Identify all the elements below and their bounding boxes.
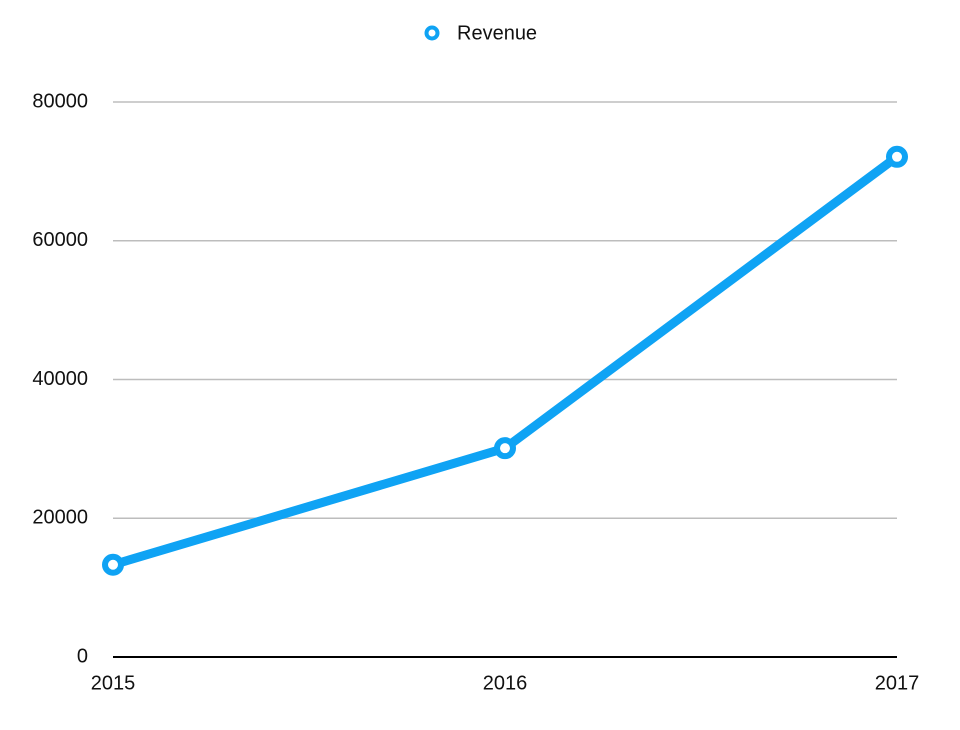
- x-tick-label: 2015: [91, 672, 136, 694]
- y-tick-label: 40000: [32, 368, 88, 390]
- line: [111, 153, 900, 570]
- point: [494, 437, 516, 460]
- legend-marker: [424, 25, 440, 41]
- legend-label: Revenue: [457, 22, 537, 44]
- y-tick-label: 20000: [32, 507, 88, 529]
- x-tick-label: 2016: [483, 672, 528, 694]
- y-tick-label: 60000: [32, 229, 88, 251]
- point: [886, 145, 908, 168]
- point: [102, 553, 124, 576]
- x-tick-label: 2017: [875, 672, 920, 694]
- y-tick-label: 0: [77, 645, 88, 667]
- y-tick-label: 80000: [32, 90, 88, 112]
